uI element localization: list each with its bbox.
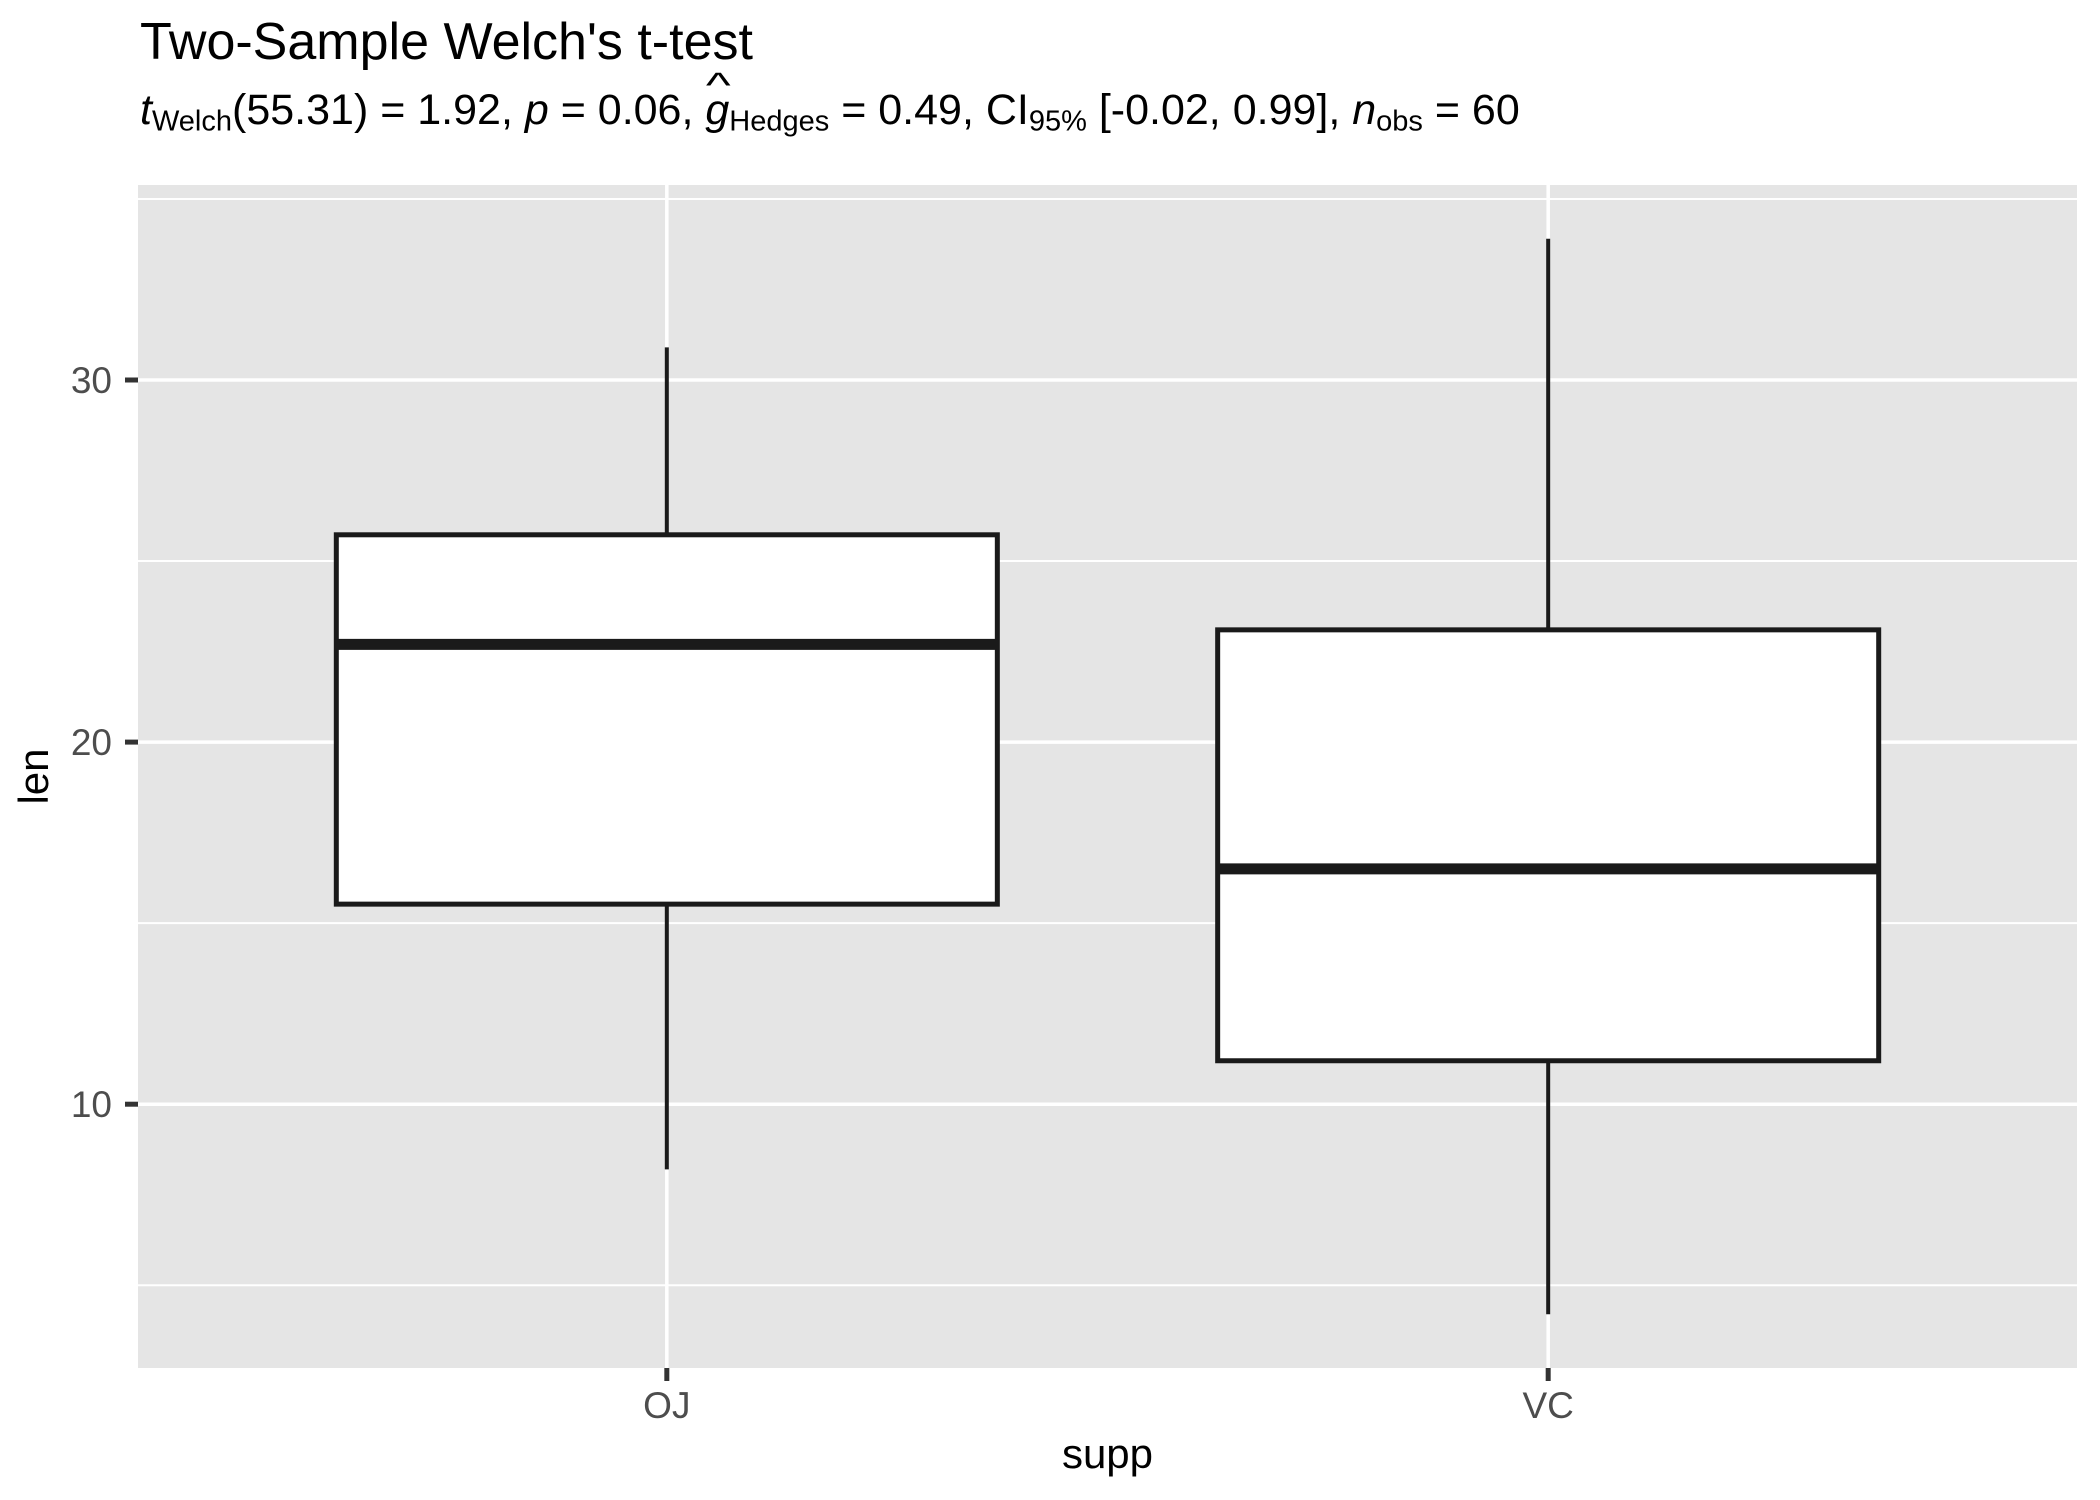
plot-subtitle: tWelch(55.31) = 1.92, p = 0.06, ^ gHedges… [140, 65, 1520, 138]
subtitle-part-hatted: ^ g [705, 65, 731, 134]
subtitle-subscript: 95% [1028, 105, 1087, 138]
box-oj [333, 532, 1000, 907]
x-tick-label: OJ [643, 1385, 690, 1426]
subtitle-subscript: Welch [151, 105, 233, 138]
y-axis-title: len [10, 748, 57, 804]
y-tick-label: 20 [71, 722, 112, 763]
subtitle-subscript: Hedges [729, 105, 830, 138]
subtitle-part: (55.31) = 1.92, [232, 86, 525, 134]
plot-title: Two-Sample Welch's t-test [140, 13, 753, 71]
subtitle-subscript: obs [1376, 105, 1423, 138]
y-tick-label: 10 [71, 1084, 112, 1125]
x-axis-title: supp [1062, 1430, 1153, 1477]
x-tick-label: VC [1522, 1385, 1573, 1426]
hat-accent: ^ [705, 65, 731, 105]
subtitle-part: n [1352, 86, 1377, 134]
subtitle-part: = 0.06, [548, 86, 706, 134]
subtitle-part: = 0.49, CI [829, 86, 1029, 134]
subtitle-part: p [524, 86, 549, 134]
y-tick-label: 30 [71, 360, 112, 401]
subtitle-part: = 60 [1422, 86, 1520, 134]
subtitle-part: [-0.02, 0.99], [1086, 86, 1353, 134]
box-vc [1215, 627, 1882, 1064]
subtitle-part: t [140, 86, 152, 134]
